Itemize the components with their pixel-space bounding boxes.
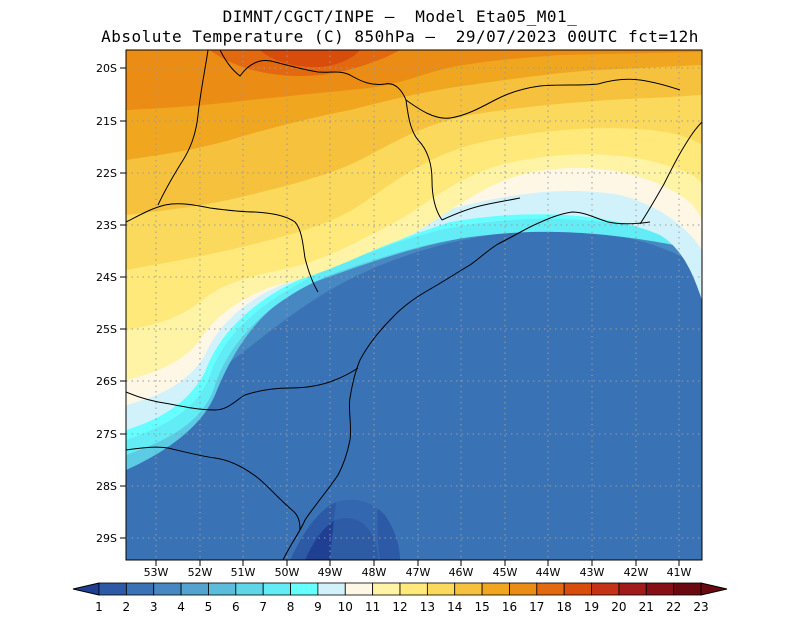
state-borders [126,50,681,531]
colorbar-label: 9 [314,600,322,614]
colorbar-swatch [426,582,456,596]
colorbar-label: 11 [365,600,380,614]
colorbar-swatch [645,582,675,596]
graticule [126,50,702,560]
colorbar-swatch [673,582,702,596]
lat-label: 23S [96,219,117,232]
lat-label: 25S [96,323,117,336]
lon-label: 47W [406,566,431,579]
colorbar-swatch [153,582,182,596]
lon-label: 41W [667,566,692,579]
lon-label: 48W [362,566,387,579]
colorbar-swatch [317,582,346,596]
plot-title-line-1: DIMNT/CGCT/INPE – Model Eta05_M01_ [222,7,578,26]
lon-label: 46W [449,566,474,579]
coastline [282,211,651,560]
colorbar-swatch [235,582,264,596]
lat-label: 26S [96,375,117,388]
colorbar-label: 12 [392,600,407,614]
colorbar-label: 15 [474,600,489,614]
colorbar-label: 14 [447,600,462,614]
colorbar-swatch [481,582,510,596]
lat-label: 28S [96,480,117,493]
colorbar-swatch [591,582,620,596]
lon-label: 49W [318,566,343,579]
colorbar-label: 22 [666,600,681,614]
colorbar-swatch [125,582,155,596]
colorbar-label: 10 [338,600,353,614]
lat-label: 22S [96,167,117,180]
colorbar-swatch [290,582,319,596]
coastal-cold-tongue [330,270,480,560]
colorbar-label: 13 [420,600,435,614]
colorbar-label: 23 [693,600,708,614]
lon-label: 51W [231,566,256,579]
lat-label: 20S [96,62,117,75]
colorbar-label: 20 [611,600,626,614]
colorbar: 1 2 3 4 5 6 7 8 9 10 11 12 13 14 15 16 17 18 19 20 21 22 23 [72,582,728,614]
lat-label: 24S [96,271,117,284]
colorbar-label: 8 [287,600,295,614]
colorbar-label: 19 [584,600,599,614]
colorbar-swatch [618,582,647,596]
colorbar-swatch [563,582,592,596]
colorbar-swatch [399,582,428,596]
plot-title-line-2: Absolute Temperature (C) 850hPa – 29/07/… [101,27,699,46]
colorbar-label: 6 [232,600,240,614]
lon-label: 42W [624,566,649,579]
lon-label: 44W [536,566,561,579]
colorbar-swatch [509,582,538,596]
colorbar-label: 3 [150,600,158,614]
colorbar-left-arrow-icon [72,582,100,596]
axis-ticks [120,67,680,566]
colorbar-label: 18 [557,600,572,614]
lon-label: 43W [580,566,605,579]
colorbar-label: 4 [177,600,185,614]
lat-label: 27S [96,428,117,441]
colorbar-swatch [98,582,127,596]
band-19-20 [260,50,360,68]
coastline-north [639,121,702,225]
colorbar-swatch [208,582,237,596]
lon-label: 52W [188,566,213,579]
colorbar-label: 16 [502,600,517,614]
colorbar-label: 2 [123,600,131,614]
colorbar-right-arrow-icon [700,582,728,596]
colorbar-label: 1 [95,600,103,614]
colorbar-label: 7 [259,600,267,614]
colorbar-label: 17 [529,600,544,614]
colorbar-label: 5 [205,600,213,614]
lon-label: 53W [144,566,169,579]
lat-label: 21S [96,115,117,128]
lat-label: 29S [96,532,117,545]
colorbar-swatch [344,582,374,596]
colorbar-swatch [454,582,483,596]
longitude-labels: 53W 52W 51W 50W 49W 48W 47W 46W 45W 44W … [144,566,692,579]
lon-label: 50W [275,566,300,579]
colorbar-swatch [180,582,209,596]
lon-label: 45W [493,566,518,579]
colorbar-swatch [536,582,565,596]
temperature-field [126,50,702,560]
colorbar-swatch [372,582,401,596]
colorbar-swatch [262,582,291,596]
map-frame [125,49,703,561]
colorbar-label: 21 [639,600,654,614]
latitude-labels: 20S 21S 22S 23S 24S 25S 26S 27S 28S 29S [96,62,117,545]
